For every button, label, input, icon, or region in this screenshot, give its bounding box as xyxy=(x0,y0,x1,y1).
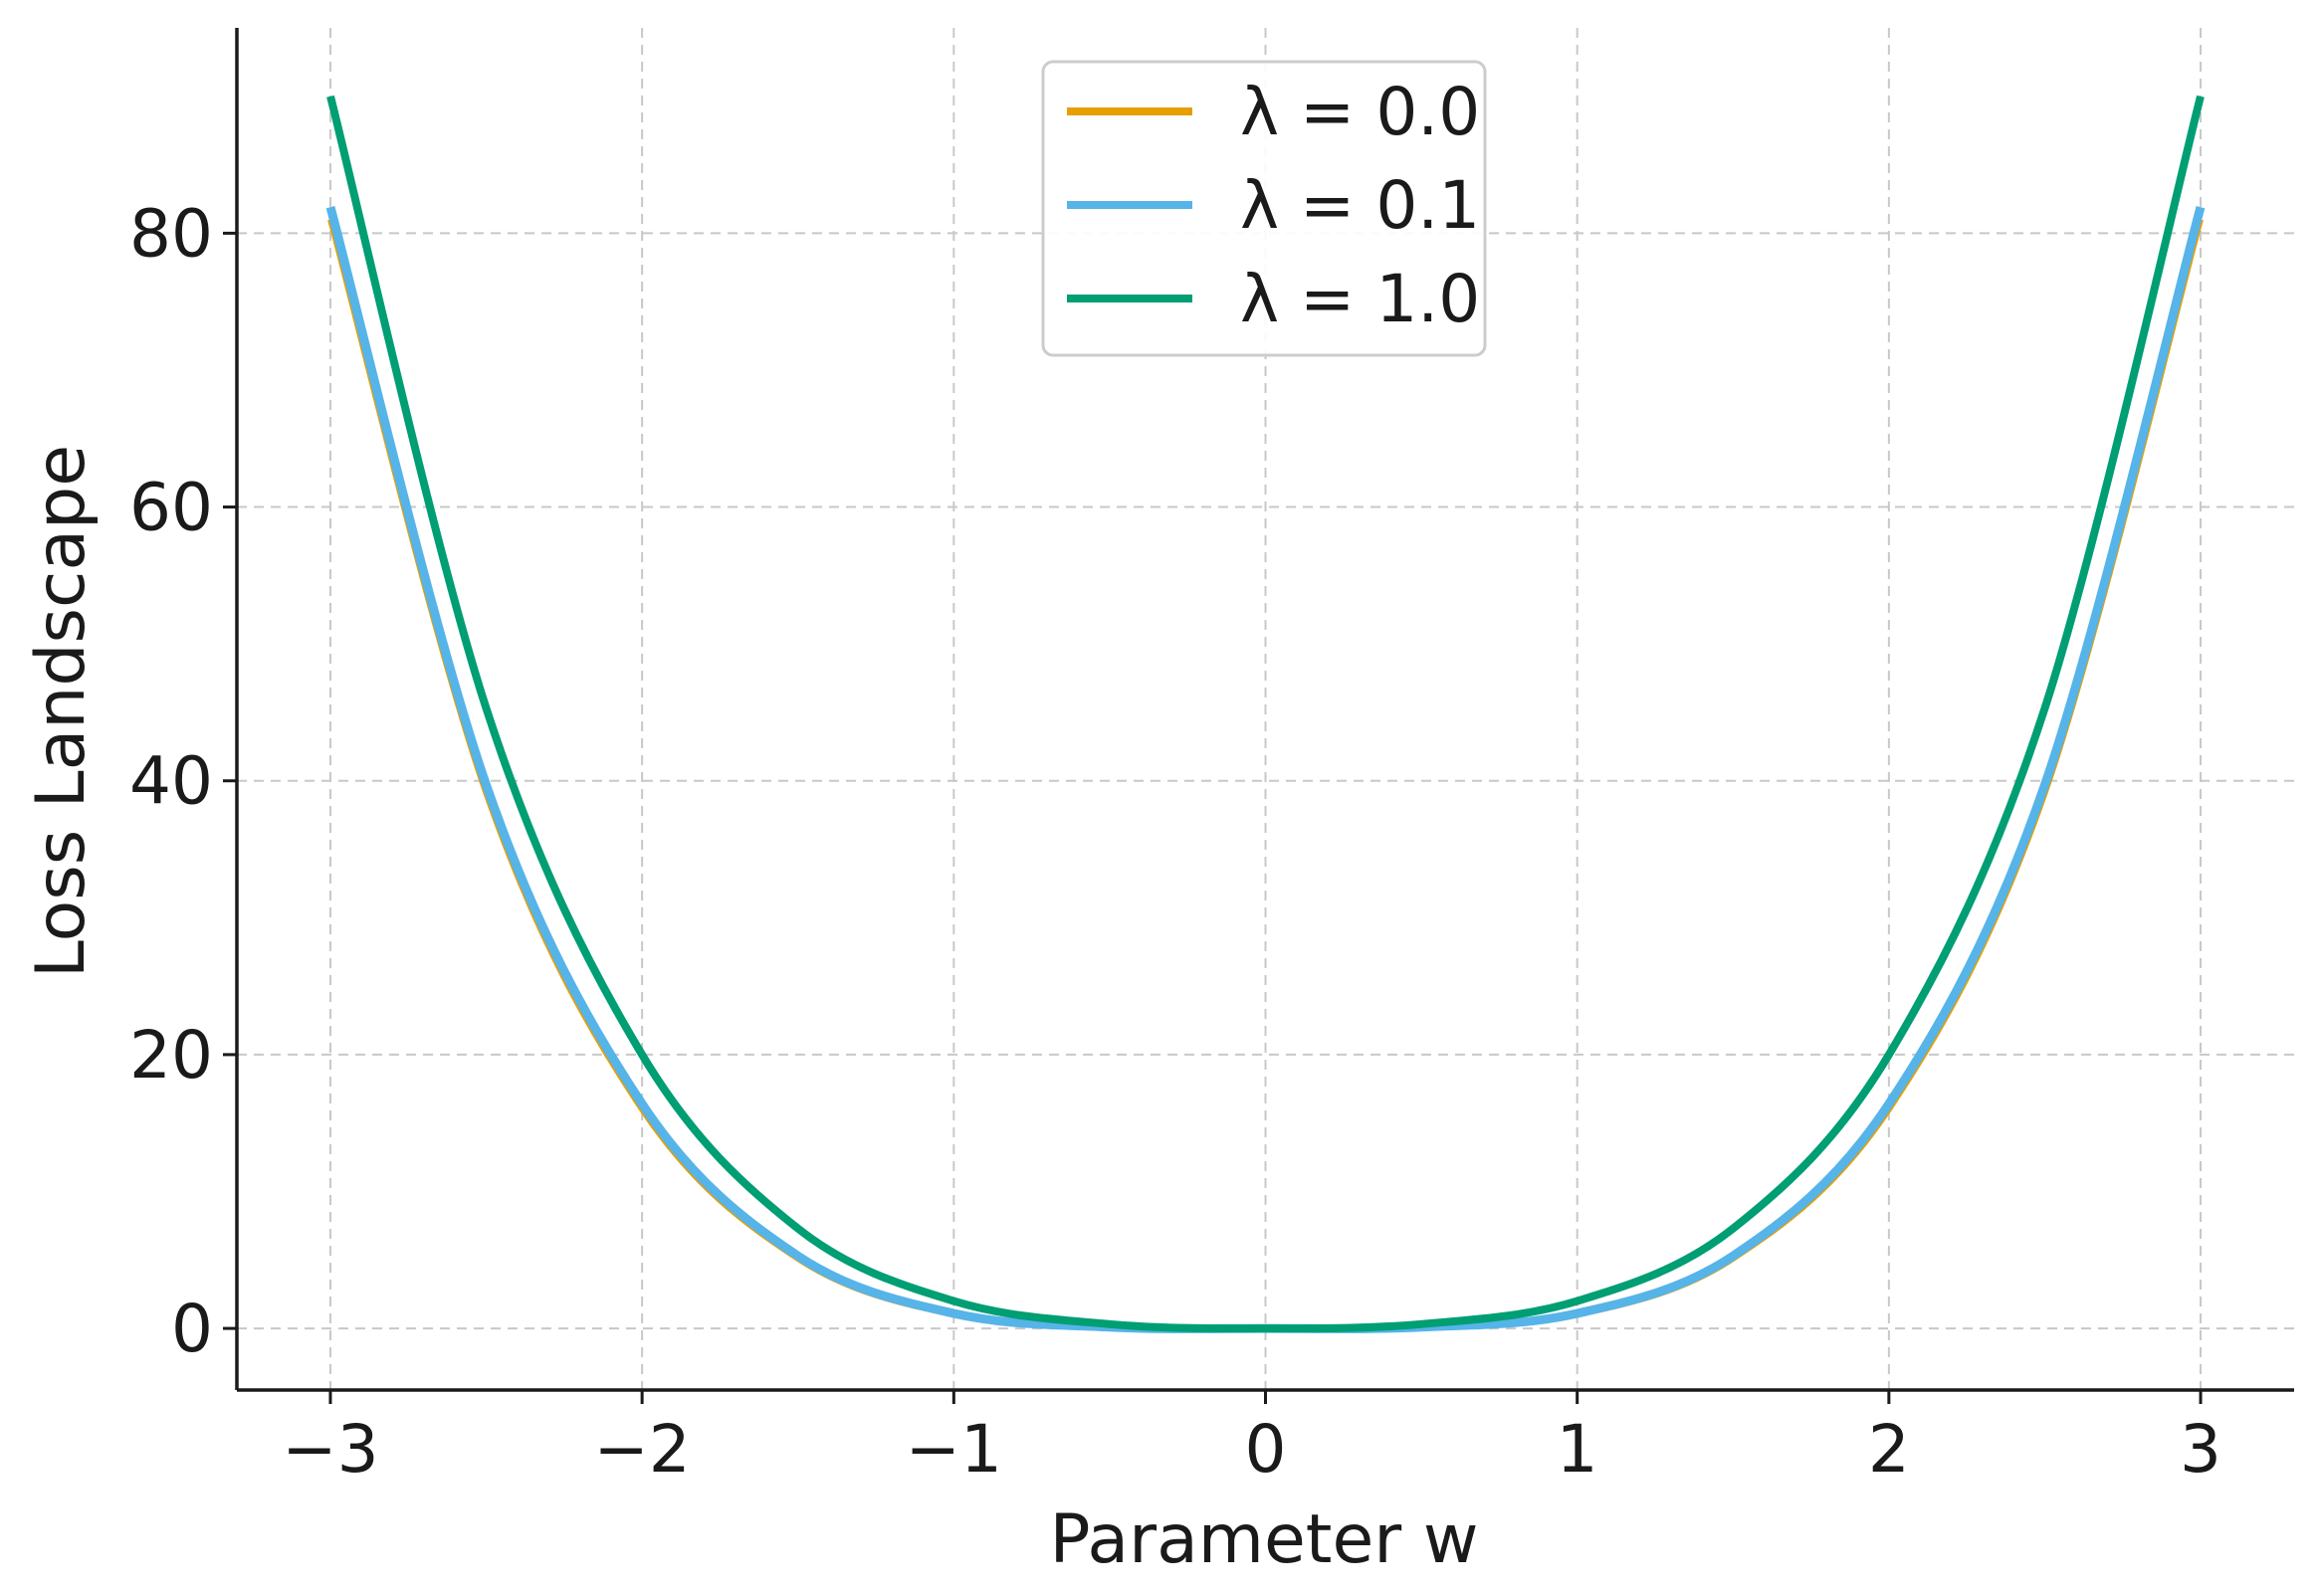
x-tick-label: 2 xyxy=(1868,1411,1910,1488)
y-tick-label: 40 xyxy=(129,743,213,820)
y-tick-label: 0 xyxy=(171,1291,213,1367)
grid xyxy=(237,28,2294,1390)
x-axis-label: Parameter w xyxy=(1049,1500,1478,1579)
x-tick-label: 3 xyxy=(2180,1411,2221,1488)
legend-label: λ = 1.0 xyxy=(1240,261,1480,337)
series-line-2 xyxy=(326,95,2205,1333)
series-lines xyxy=(325,95,2206,1333)
x-tick-label: −3 xyxy=(282,1411,378,1488)
x-tick-label: −2 xyxy=(593,1411,690,1488)
legend-label: λ = 0.1 xyxy=(1240,167,1480,244)
y-tick-label: 60 xyxy=(129,470,213,546)
x-tick-label: 1 xyxy=(1557,1411,1598,1488)
y-axis-label: Loss Landscape xyxy=(22,445,101,978)
y-tick-label: 80 xyxy=(129,195,213,272)
legend-label: λ = 0.0 xyxy=(1240,74,1480,150)
legend: λ = 0.0 λ = 0.1 λ = 1.0 xyxy=(1041,60,1487,357)
legend-box xyxy=(1041,60,1487,357)
axis-ticks: −3 −2 −1 0 1 2 3 0 20 40 60 80 xyxy=(129,195,2221,1488)
x-tick-label: −1 xyxy=(906,1411,1002,1488)
y-tick-label: 20 xyxy=(129,1017,213,1094)
legend-items: λ = 0.0 λ = 0.1 λ = 1.0 xyxy=(1067,74,1480,337)
x-tick-label: 0 xyxy=(1245,1411,1287,1488)
